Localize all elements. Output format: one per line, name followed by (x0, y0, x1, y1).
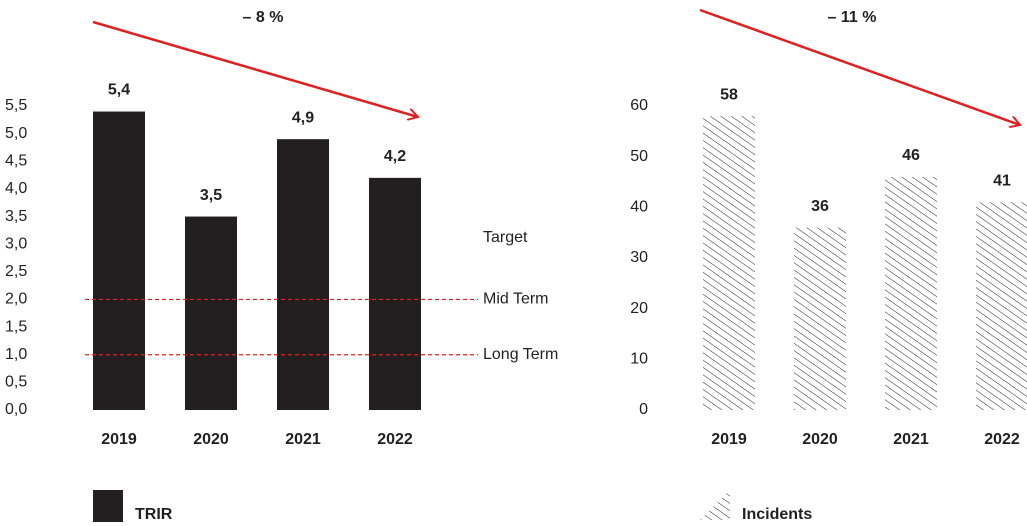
y-tick-label: 20 (630, 300, 648, 317)
value-label: 3,5 (200, 187, 222, 204)
bar (703, 116, 755, 410)
legend-label: TRIR (135, 506, 173, 523)
bar (277, 139, 329, 410)
value-label: 4,2 (384, 148, 406, 165)
y-tick-label: 0,0 (5, 401, 27, 418)
annotation: – 8 % (243, 9, 284, 26)
y-tick-label: 1,5 (5, 318, 27, 335)
y-tick-label: 2,0 (5, 291, 27, 308)
bar (794, 227, 846, 410)
y-tick-label: 50 (630, 148, 648, 165)
bar (93, 111, 145, 410)
x-tick-label: 2020 (802, 431, 838, 448)
y-tick-label: 5,0 (5, 125, 27, 142)
bar (185, 216, 237, 410)
legend-label: Incidents (742, 506, 812, 523)
value-label: 36 (811, 198, 829, 215)
reference-title: Target (483, 229, 528, 246)
x-tick-label: 2021 (893, 431, 929, 448)
bar (885, 176, 937, 410)
y-tick-label: 1,0 (5, 346, 27, 363)
y-tick-label: 0,5 (5, 374, 27, 391)
y-tick-label: 30 (630, 249, 648, 266)
y-tick-label: 2,5 (5, 263, 27, 280)
value-label: 4,9 (292, 109, 314, 126)
value-label: 41 (993, 172, 1011, 189)
value-label: 58 (720, 86, 738, 103)
y-tick-label: 60 (630, 97, 648, 114)
reference-label: Long Term (483, 346, 558, 363)
y-tick-label: 4,0 (5, 180, 27, 197)
annotation: – 11 % (828, 9, 877, 26)
y-tick-label: 5,5 (5, 97, 27, 114)
reference-label: Mid Term (483, 291, 549, 308)
x-tick-label: 2022 (377, 431, 413, 448)
trend-arrow (699, 8, 1020, 125)
x-tick-label: 2019 (101, 431, 137, 448)
y-tick-label: 3,5 (5, 208, 27, 225)
y-tick-label: 4,5 (5, 152, 27, 169)
x-tick-label: 2020 (193, 431, 229, 448)
bar (369, 177, 421, 410)
y-tick-label: 0 (639, 401, 648, 418)
x-tick-label: 2019 (711, 431, 747, 448)
y-tick-label: 40 (630, 199, 648, 216)
bar (976, 202, 1027, 410)
legend-swatch (93, 490, 123, 522)
y-tick-label: 10 (630, 351, 648, 368)
legend-swatch (700, 490, 730, 520)
value-label: 5,4 (108, 82, 130, 99)
x-tick-label: 2021 (285, 431, 321, 448)
value-label: 46 (902, 147, 920, 164)
trend-arrow (92, 20, 418, 117)
y-tick-label: 3,0 (5, 235, 27, 252)
x-tick-label: 2022 (984, 431, 1020, 448)
